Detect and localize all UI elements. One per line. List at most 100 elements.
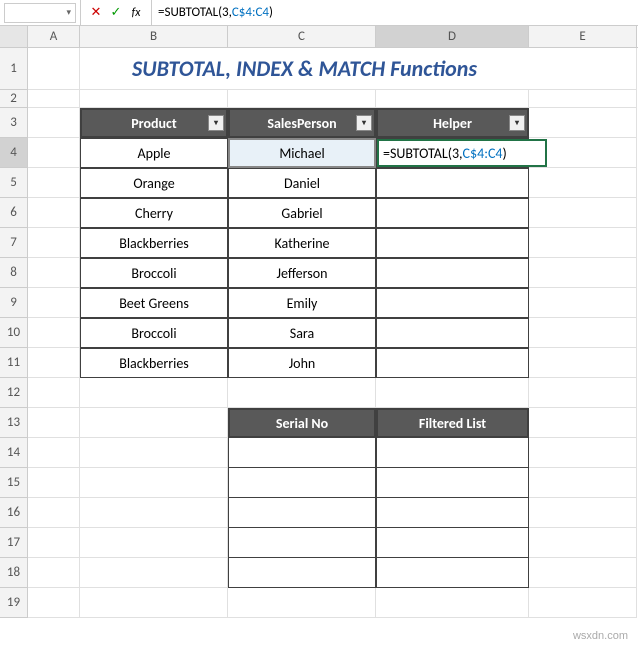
cell[interactable]: [376, 90, 529, 108]
cell[interactable]: [529, 378, 637, 408]
cell[interactable]: [28, 588, 80, 618]
table-cell[interactable]: Gabriel: [228, 198, 376, 228]
row-header-3[interactable]: 3: [0, 108, 28, 138]
cell[interactable]: [376, 378, 529, 408]
cell[interactable]: [80, 498, 228, 528]
table-cell[interactable]: Orange: [80, 168, 228, 198]
table2-cell[interactable]: [376, 558, 529, 588]
cell[interactable]: [28, 558, 80, 588]
row-header-19[interactable]: 19: [0, 588, 28, 618]
table-header-product[interactable]: Product ▾: [80, 108, 228, 138]
cell[interactable]: [529, 258, 637, 288]
cell[interactable]: [529, 228, 637, 258]
cell[interactable]: [529, 558, 637, 588]
row-header-15[interactable]: 15: [0, 468, 28, 498]
cell[interactable]: [529, 408, 637, 438]
filter-icon[interactable]: ▾: [356, 115, 372, 131]
cell[interactable]: [228, 588, 376, 618]
table-header-helper[interactable]: Helper ▾: [376, 108, 529, 138]
cell[interactable]: [28, 288, 80, 318]
fx-icon[interactable]: fx: [127, 6, 145, 20]
cell[interactable]: [529, 348, 637, 378]
chevron-down-icon[interactable]: ▾: [66, 7, 71, 18]
table-cell[interactable]: [376, 228, 529, 258]
table2-cell[interactable]: [376, 438, 529, 468]
row-header-11[interactable]: 11: [0, 348, 28, 378]
table-cell[interactable]: [376, 348, 529, 378]
table-cell[interactable]: Daniel: [228, 168, 376, 198]
row-header-1[interactable]: 1: [0, 48, 28, 90]
table-cell[interactable]: Broccoli: [80, 258, 228, 288]
cell[interactable]: [28, 468, 80, 498]
row-header-6[interactable]: 6: [0, 198, 28, 228]
table2-cell[interactable]: [228, 558, 376, 588]
cell[interactable]: [529, 168, 637, 198]
row-header-4[interactable]: 4: [0, 138, 28, 168]
table-cell[interactable]: [376, 288, 529, 318]
cell[interactable]: [529, 468, 637, 498]
cell[interactable]: [28, 378, 80, 408]
table-cell[interactable]: [376, 318, 529, 348]
cell[interactable]: [529, 288, 637, 318]
cell[interactable]: [28, 258, 80, 288]
cell[interactable]: [529, 438, 637, 468]
cell[interactable]: [529, 198, 637, 228]
select-all-corner[interactable]: [0, 26, 28, 47]
filter-icon[interactable]: ▾: [509, 115, 525, 131]
cancel-icon[interactable]: ✕: [87, 5, 105, 20]
col-header-A[interactable]: A: [28, 26, 80, 47]
table-cell[interactable]: Apple: [80, 138, 228, 168]
row-header-17[interactable]: 17: [0, 528, 28, 558]
formula-input[interactable]: =SUBTOTAL(3,C$4:C4): [152, 5, 638, 20]
editing-cell[interactable]: =SUBTOTAL(3,C$4:C4): [376, 138, 529, 168]
table-cell[interactable]: [376, 198, 529, 228]
cell[interactable]: [80, 90, 228, 108]
row-header-2[interactable]: 2: [0, 90, 28, 108]
col-header-C[interactable]: C: [228, 26, 376, 47]
cell-editor[interactable]: =SUBTOTAL(3,C$4:C4): [377, 139, 547, 167]
cell[interactable]: [28, 168, 80, 198]
table2-cell[interactable]: [376, 498, 529, 528]
table-cell[interactable]: Jefferson: [228, 258, 376, 288]
cell[interactable]: [28, 48, 80, 90]
table-cell[interactable]: [376, 258, 529, 288]
table-cell[interactable]: Emily: [228, 288, 376, 318]
cell[interactable]: [80, 438, 228, 468]
table-cell[interactable]: John: [228, 348, 376, 378]
table-cell[interactable]: [376, 168, 529, 198]
cell[interactable]: [529, 48, 637, 90]
cell[interactable]: [28, 408, 80, 438]
table-cell[interactable]: Blackberries: [80, 348, 228, 378]
filter-icon[interactable]: ▾: [208, 115, 224, 131]
cell[interactable]: [80, 468, 228, 498]
cell[interactable]: [80, 408, 228, 438]
row-header-5[interactable]: 5: [0, 168, 28, 198]
row-header-8[interactable]: 8: [0, 258, 28, 288]
cell[interactable]: [529, 318, 637, 348]
row-header-9[interactable]: 9: [0, 288, 28, 318]
table-cell[interactable]: Broccoli: [80, 318, 228, 348]
selected-range-cell[interactable]: Michael: [228, 138, 376, 168]
cell[interactable]: [28, 498, 80, 528]
table2-cell[interactable]: [376, 468, 529, 498]
cell[interactable]: [28, 528, 80, 558]
cell[interactable]: [228, 90, 376, 108]
table2-cell[interactable]: [228, 528, 376, 558]
cell[interactable]: [529, 90, 637, 108]
cell[interactable]: [28, 90, 80, 108]
row-header-13[interactable]: 13: [0, 408, 28, 438]
cell[interactable]: [529, 498, 637, 528]
row-header-7[interactable]: 7: [0, 228, 28, 258]
cell[interactable]: [28, 138, 80, 168]
cell[interactable]: [80, 528, 228, 558]
table2-cell[interactable]: [228, 468, 376, 498]
col-header-E[interactable]: E: [529, 26, 637, 47]
name-box[interactable]: ▾: [4, 3, 76, 23]
cell[interactable]: [376, 588, 529, 618]
table2-cell[interactable]: [228, 498, 376, 528]
cell[interactable]: [80, 588, 228, 618]
row-header-16[interactable]: 16: [0, 498, 28, 528]
cell[interactable]: [28, 228, 80, 258]
cell[interactable]: [28, 108, 80, 138]
table-cell[interactable]: Blackberries: [80, 228, 228, 258]
